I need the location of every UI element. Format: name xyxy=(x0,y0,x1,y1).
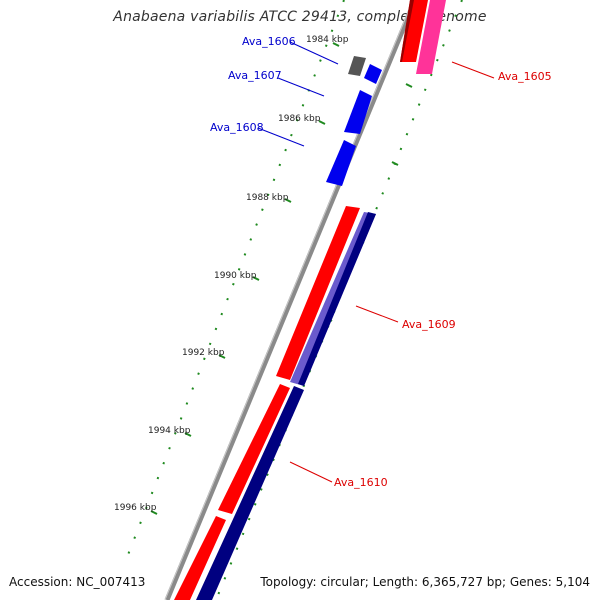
leader-ava-1608 xyxy=(257,127,305,147)
gene-label-ava-1610[interactable]: Ava_1610 xyxy=(334,476,388,489)
tick-mark xyxy=(218,354,226,359)
gene-ava-1605-alt-arrow[interactable] xyxy=(416,0,446,74)
gene-ava-1609-forward-arrow[interactable] xyxy=(276,206,360,380)
tick-mark xyxy=(150,510,158,515)
gene-ava-1605-arrow[interactable] xyxy=(400,0,428,62)
gene-label-ava-1608[interactable]: Ava_1608 xyxy=(210,121,264,134)
tick-label: 1990 kbp xyxy=(214,271,257,281)
gene-ava-1609-reverse-dark-arrow[interactable] xyxy=(298,212,376,386)
gene-ava-1608b-arrow[interactable] xyxy=(326,140,356,186)
leader-ava-1609 xyxy=(355,305,399,323)
leader-ava-1606 xyxy=(289,41,339,65)
gene-label-ava-1605[interactable]: Ava_1605 xyxy=(498,70,552,83)
tick-label: 1992 kbp xyxy=(182,348,225,358)
gene-label-ava-1607[interactable]: Ava_1607 xyxy=(228,69,282,82)
tick-mark xyxy=(318,120,326,125)
gene-ava-1605-shadow xyxy=(400,0,414,62)
tick-mark xyxy=(332,42,340,47)
genome-summary-text: Topology: circular; Length: 6,365,727 bp… xyxy=(260,575,590,589)
genome-backbone-highlight xyxy=(164,0,414,600)
gene-ava-1610-reverse-arrow[interactable] xyxy=(196,386,304,600)
gene-ava-1607-arrow[interactable] xyxy=(364,64,382,84)
tick-mark xyxy=(184,432,192,437)
gene-ava-1608-arrow[interactable] xyxy=(344,90,372,134)
genome-backbone xyxy=(164,0,418,600)
tick-mark-inner xyxy=(405,83,413,88)
genome-title: Anabaena variabilis ATCC 29413, complete… xyxy=(113,9,487,25)
leader-ava-1605 xyxy=(451,61,495,79)
leader-ava-1610 xyxy=(289,461,333,483)
gene-ava-1606-arrow[interactable] xyxy=(348,56,366,76)
tick-label: 1984 kbp xyxy=(306,35,349,45)
tick-label: 1988 kbp xyxy=(246,193,289,203)
accession-text: Accession: NC_007413 xyxy=(9,575,146,589)
leader-ava-1607 xyxy=(277,77,325,97)
gene-label-ava-1606[interactable]: Ava_1606 xyxy=(242,35,296,48)
tick-label: 1996 kbp xyxy=(114,503,157,513)
tick-label: 1994 kbp xyxy=(148,426,191,436)
gene-label-ava-1609[interactable]: Ava_1609 xyxy=(402,318,456,331)
tick-mark xyxy=(284,198,292,203)
tick-mark xyxy=(252,276,260,281)
gene-ava-1610-forward-b-arrow[interactable] xyxy=(174,516,226,600)
tick-label: 1986 kbp xyxy=(278,114,321,124)
gene-ava-1610-forward-arrow[interactable] xyxy=(218,384,290,514)
tick-mark-inner xyxy=(391,161,399,166)
